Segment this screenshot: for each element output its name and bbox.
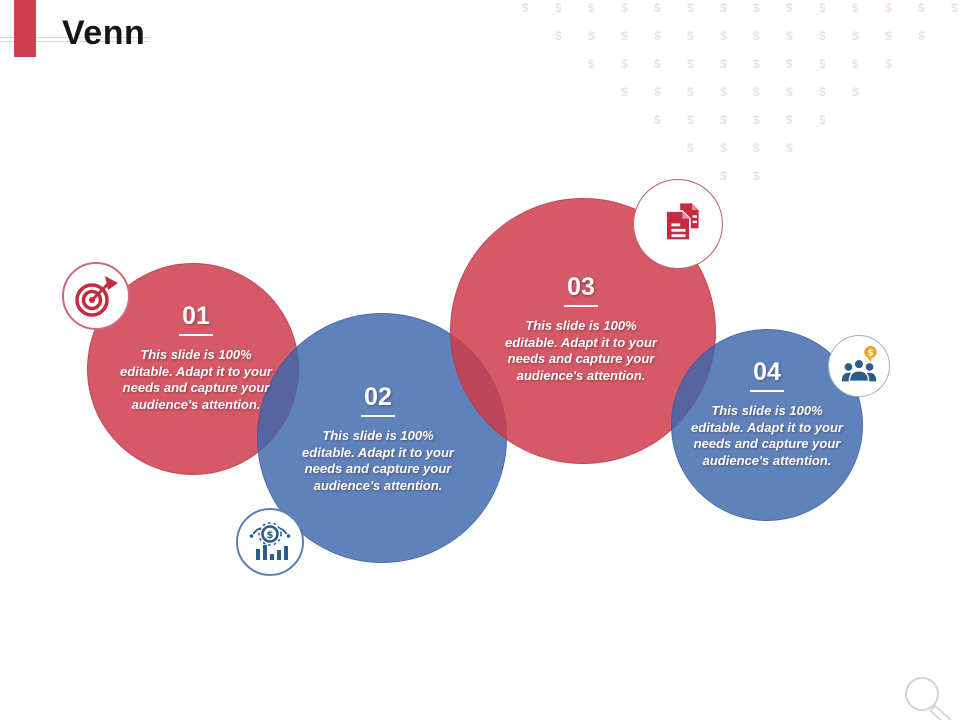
dollar-symbol: $ bbox=[522, 1, 529, 15]
dollar-symbol: $ bbox=[819, 29, 826, 43]
circle-04-text-line-3: needs and capture your bbox=[693, 436, 841, 451]
circle-02-text-line-4: audience's attention. bbox=[313, 477, 443, 493]
circle-01-icon-badge bbox=[62, 262, 130, 330]
dollar-symbol: $ bbox=[918, 1, 925, 15]
circle-02-text-line-3: needs and capture your bbox=[304, 461, 452, 476]
dollar-symbol: $ bbox=[720, 85, 727, 99]
dollar-symbol: $ bbox=[555, 1, 562, 15]
circle-04-number: 04 bbox=[750, 358, 784, 392]
circle-03-number: 03 bbox=[564, 273, 598, 307]
dollar-symbol: $ bbox=[654, 29, 661, 43]
circle-04-text-line-4: audience's attention. bbox=[702, 452, 832, 468]
dollar-symbol: $ bbox=[753, 85, 760, 99]
circle-03-label: 03 This slide is 100% editable. Adapt it… bbox=[486, 273, 676, 384]
circle-01-label: 01 This slide is 100% editable. Adapt it… bbox=[101, 302, 291, 413]
dollar-symbol: $ bbox=[588, 57, 595, 71]
header-hairline bbox=[0, 37, 150, 38]
circle-03-text-line-3: needs and capture your bbox=[507, 351, 655, 366]
dollar-symbol: $ bbox=[753, 141, 760, 155]
circle-04-icon-badge: $ bbox=[828, 335, 890, 397]
finance-chart-icon: $ bbox=[246, 518, 294, 566]
page-title: Venn bbox=[62, 14, 146, 52]
dollar-symbol: $ bbox=[786, 29, 793, 43]
circle-01-text-line-1: This slide is 100% bbox=[140, 347, 252, 362]
dollar-symbol: $ bbox=[753, 1, 760, 15]
circle-03-text-line-2: editable. Adapt it to your bbox=[505, 334, 657, 350]
title-accent-bar bbox=[14, 0, 36, 57]
dollar-symbol: $ bbox=[819, 57, 826, 71]
dollar-symbol: $ bbox=[786, 57, 793, 71]
svg-text:$: $ bbox=[267, 530, 274, 541]
circle-01-number: 01 bbox=[179, 302, 213, 336]
dollar-symbol: $ bbox=[885, 57, 892, 71]
dollar-symbol: $ bbox=[555, 29, 562, 43]
dollar-symbol: $ bbox=[687, 113, 694, 127]
dollar-symbol: $ bbox=[621, 57, 628, 71]
dollar-symbol: $ bbox=[786, 85, 793, 99]
circle-02-label: 02 This slide is 100% editable. Adapt it… bbox=[283, 383, 473, 494]
dollar-symbol: $ bbox=[885, 29, 892, 43]
svg-text:$: $ bbox=[868, 348, 874, 358]
circle-03-text-line-1: This slide is 100% bbox=[525, 318, 637, 333]
dollar-symbol: $ bbox=[819, 85, 826, 99]
documents-icon bbox=[652, 198, 704, 250]
dollar-symbol: $ bbox=[786, 141, 793, 155]
dollar-symbol: $ bbox=[654, 57, 661, 71]
dollar-symbol: $ bbox=[918, 29, 925, 43]
dollar-symbol: $ bbox=[687, 1, 694, 15]
circle-04-text-line-2: editable. Adapt it to your bbox=[691, 419, 843, 435]
circle-02-text-line-1: This slide is 100% bbox=[322, 428, 434, 443]
target-dart-icon bbox=[72, 272, 120, 320]
dollar-symbol: $ bbox=[687, 57, 694, 71]
dollar-symbol: $ bbox=[687, 141, 694, 155]
dollar-symbol: $ bbox=[588, 29, 595, 43]
dollar-symbol: $ bbox=[654, 1, 661, 15]
circle-04-text-line-1: This slide is 100% bbox=[711, 403, 823, 418]
dollar-symbol: $ bbox=[621, 85, 628, 99]
dollar-symbol: $ bbox=[621, 29, 628, 43]
dollar-symbol: $ bbox=[720, 141, 727, 155]
dollar-symbol: $ bbox=[852, 85, 859, 99]
dollar-symbol: $ bbox=[720, 113, 727, 127]
dollar-symbol: $ bbox=[654, 113, 661, 127]
dollar-symbol: $ bbox=[753, 113, 760, 127]
circle-02-number: 02 bbox=[361, 383, 395, 417]
dollar-symbol: $ bbox=[687, 85, 694, 99]
dollar-symbol: $ bbox=[720, 1, 727, 15]
dollar-symbol: $ bbox=[753, 57, 760, 71]
dollar-symbol: $ bbox=[621, 1, 628, 15]
dollar-symbol: $ bbox=[720, 169, 727, 183]
dollar-symbol: $ bbox=[654, 85, 661, 99]
dollar-symbol: $ bbox=[852, 57, 859, 71]
circle-03-icon-badge bbox=[633, 179, 723, 269]
circle-01-text-line-4: audience's attention. bbox=[131, 396, 261, 412]
dollar-symbol: $ bbox=[720, 29, 727, 43]
dollar-symbol: $ bbox=[588, 1, 595, 15]
dollar-symbol: $ bbox=[687, 29, 694, 43]
circle-02-icon-badge: $ bbox=[236, 508, 304, 576]
dollar-symbol: $ bbox=[786, 1, 793, 15]
header-hairline bbox=[0, 41, 150, 42]
dollar-symbol: $ bbox=[852, 29, 859, 43]
dollar-symbol: $ bbox=[819, 1, 826, 15]
dollar-symbol: $ bbox=[951, 1, 958, 15]
circle-02-text-line-2: editable. Adapt it to your bbox=[302, 444, 454, 460]
circle-04-label: 04 This slide is 100% editable. Adapt it… bbox=[672, 358, 862, 469]
circle-03-text-line-4: audience's attention. bbox=[516, 367, 646, 383]
dollar-symbol: $ bbox=[819, 113, 826, 127]
dollar-symbol: $ bbox=[786, 113, 793, 127]
circle-01-text-line-2: editable. Adapt it to your bbox=[120, 363, 272, 379]
dollar-symbol: $ bbox=[720, 57, 727, 71]
dollar-symbol: $ bbox=[885, 1, 892, 15]
dollar-symbol: $ bbox=[852, 1, 859, 15]
team-money-icon: $ bbox=[836, 343, 882, 389]
dollar-symbol: $ bbox=[753, 29, 760, 43]
dollar-symbol: $ bbox=[753, 169, 760, 183]
magnifier-icon bbox=[898, 672, 960, 720]
circle-01-text-line-3: needs and capture your bbox=[122, 380, 270, 395]
